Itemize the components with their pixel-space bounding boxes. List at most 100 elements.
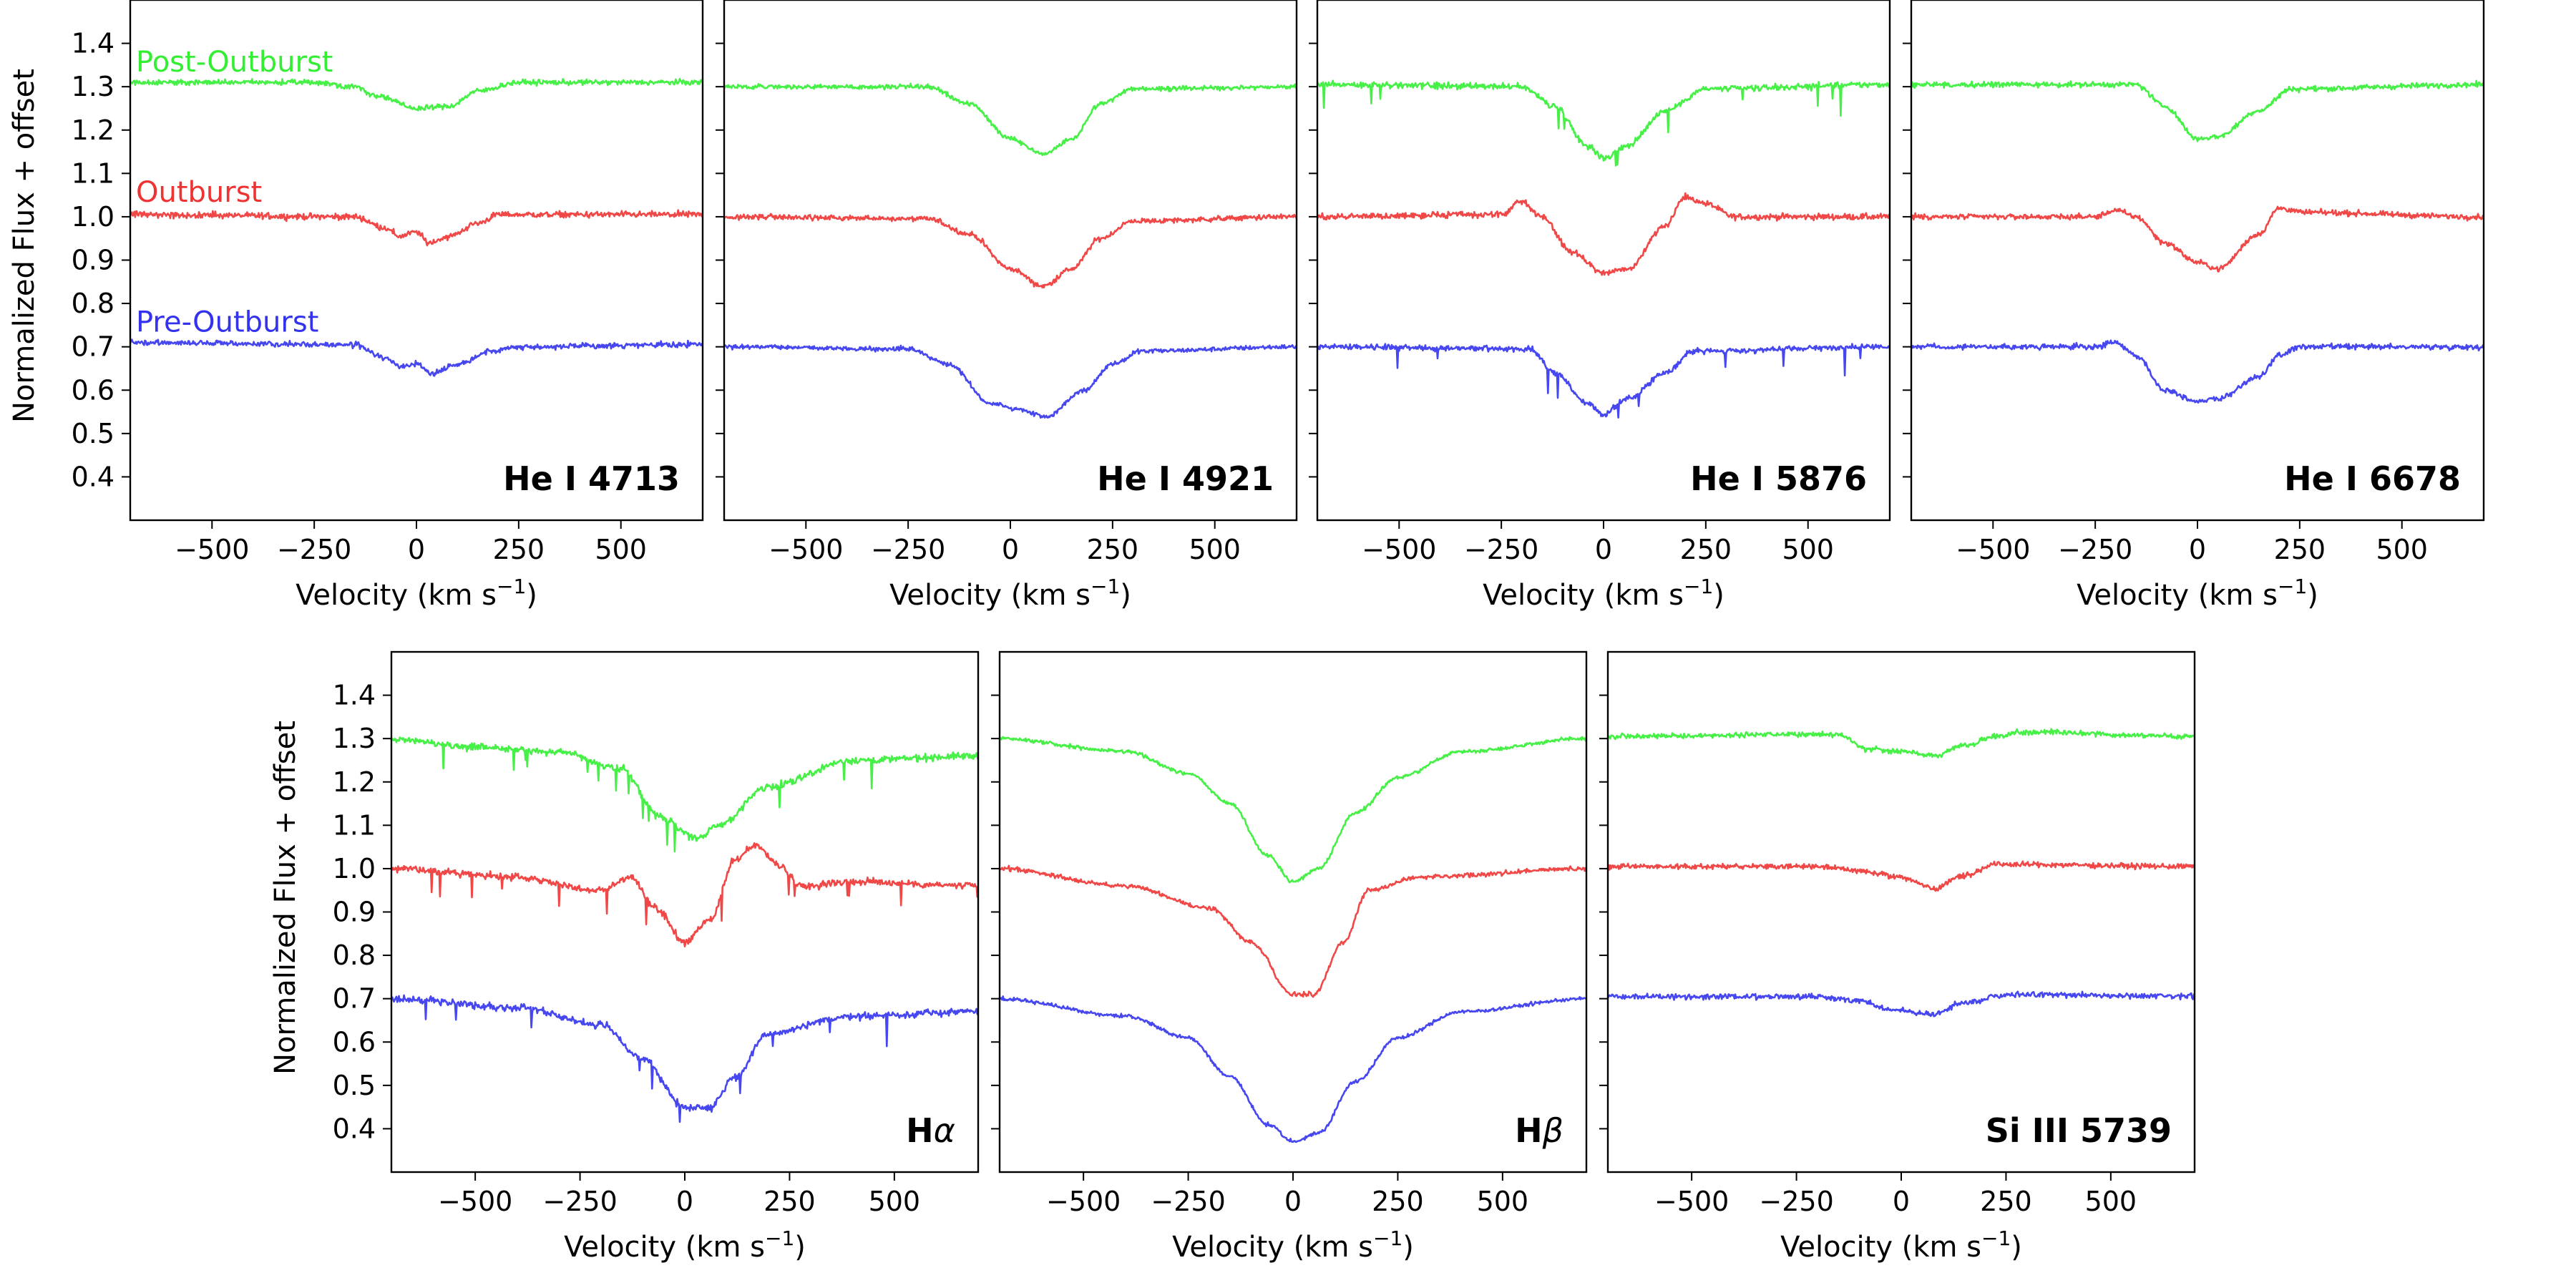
series-line-pre-outburst [1317,343,1890,419]
y-tick-label: 0.5 [333,1070,376,1101]
y-tick-label: 0.6 [72,374,114,406]
series-line-post-outburst [130,77,703,112]
panel-title-he6678: He I 6678 [2284,459,2461,498]
y-tick-label: 0.9 [72,245,114,276]
series-line-outburst [391,842,978,947]
y-tick-label: 0.7 [333,983,376,1015]
x-tick-label: 500 [1477,1186,1529,1217]
series-label-post-outburst: Post-Outburst [136,46,333,79]
y-tick-label: 1.3 [72,71,114,102]
x-tick-label: −500 [175,534,249,565]
x-axis-label: Velocity (km s−1) [1780,1226,2022,1264]
y-tick-label: 1.2 [72,114,114,146]
axes-frame [1606,650,2196,1174]
axes-frame [390,650,980,1174]
panel-hbeta: −500 −250 0 250 500 Velocity (km s−1) Hβ [991,650,1588,1264]
series-line-outburst [1911,205,2484,273]
panel-he4713: −500 −250 0 250 500 0.4 0.5 0.6 0.7 0.8 0.9 1.0 1.1 1… [8,0,704,612]
x-tick-label: 500 [869,1186,921,1217]
x-tick-label: −250 [1464,534,1538,565]
x-axis-label: Velocity (km s−1) [1483,575,1724,612]
x-tick-label: 250 [1372,1186,1424,1217]
series-line-post-outburst [391,736,978,853]
series-line-pre-outburst [1000,995,1586,1143]
panel-title-he5876: He I 5876 [1690,459,1867,498]
series-line-pre-outburst [130,338,703,377]
y-tick-label: 1.4 [333,680,376,711]
x-tick-label: 0 [1893,1186,1910,1217]
x-axis-label: Velocity (km s−1) [1172,1226,1414,1264]
x-tick-label: 500 [2376,534,2428,565]
series-line-outburst [1608,860,2195,892]
y-tick-label: 0.5 [72,418,114,449]
y-tick-label: 1.2 [333,766,376,798]
series-line-pre-outburst [391,994,978,1123]
x-tick-label: −500 [1654,1186,1729,1217]
y-tick-label: 1.1 [72,157,114,189]
panel-he5876: −500 −250 0 250 500 Velocity (km s−1) He I 587… [1309,0,1891,612]
axes-frame [1910,0,2485,522]
y-tick-label: 0.7 [72,331,114,363]
y-tick-label: 1.0 [333,853,376,884]
panel-title-hbeta: Hβ [1515,1111,1563,1150]
x-tick-label: 500 [1782,534,1834,565]
x-axis-label: Velocity (km s−1) [889,575,1131,612]
series-line-outburst [1317,192,1890,276]
y-tick-label: 0.9 [333,897,376,928]
panel-title-he4921: He I 4921 [1097,459,1274,498]
x-tick-label: −500 [438,1186,512,1217]
x-tick-label: 500 [2085,1186,2137,1217]
x-tick-label: −250 [2058,534,2132,565]
series-line-pre-outburst [1911,339,2484,404]
x-tick-label: −250 [1151,1186,1225,1217]
series-line-outburst [1000,864,1586,998]
x-tick-label: 0 [408,534,425,565]
axes-frame [1316,0,1891,522]
y-tick-label: 0.8 [333,940,376,971]
x-tick-label: −500 [1362,534,1436,565]
axes-frame [723,0,1298,522]
x-tick-label: 0 [2189,534,2206,565]
y-tick-label: 0.4 [72,461,114,492]
y-tick-label: 0.4 [333,1113,376,1144]
x-tick-label: −250 [277,534,351,565]
x-tick-label: 250 [1680,534,1732,565]
series-line-outburst [724,213,1297,289]
x-tick-label: 250 [493,534,545,565]
x-tick-label: −250 [542,1186,617,1217]
x-axis-label: Velocity (km s−1) [296,575,537,612]
y-tick-label: 1.3 [333,723,376,754]
y-tick-label: 1.0 [72,201,114,233]
x-tick-label: 250 [1980,1186,2032,1217]
series-line-post-outburst [724,82,1297,157]
x-axis-label: Velocity (km s−1) [564,1226,806,1264]
x-tick-label: −250 [1759,1186,1833,1217]
x-tick-label: 0 [1284,1186,1302,1217]
x-tick-label: 0 [676,1186,693,1217]
y-tick-label: 1.1 [333,809,376,841]
series-line-pre-outburst [1608,990,2195,1018]
y-tick-label: 0.8 [72,288,114,319]
x-tick-label: 0 [1002,534,1019,565]
x-tick-label: 250 [763,1186,816,1217]
panel-title-he4713: He I 4713 [503,459,680,498]
y-tick-label: 0.6 [333,1026,376,1058]
series-line-post-outburst [1911,79,2484,142]
series-label-outburst: Outburst [136,176,262,209]
x-tick-label: 250 [2274,534,2326,565]
x-axis-label: Velocity (km s−1) [2077,575,2318,612]
x-tick-label: 250 [1087,534,1139,565]
series-line-outburst [130,209,703,247]
x-tick-label: 500 [595,534,647,565]
series-line-post-outburst [1608,728,2195,758]
series-label-pre-outburst: Pre-Outburst [136,306,318,339]
series-line-post-outburst [1000,736,1586,884]
x-tick-label: −500 [769,534,843,565]
panel-halpha: −500 −250 0 250 500 0.4 0.5 0.6 0.7 0.8 0.9 1.0 1.1 1… [269,650,980,1264]
x-tick-label: 0 [1595,534,1612,565]
x-tick-label: 500 [1189,534,1241,565]
y-tick-label: 1.4 [72,28,114,59]
x-tick-label: −500 [1046,1186,1121,1217]
panel-title-halpha: Hα [906,1111,955,1150]
